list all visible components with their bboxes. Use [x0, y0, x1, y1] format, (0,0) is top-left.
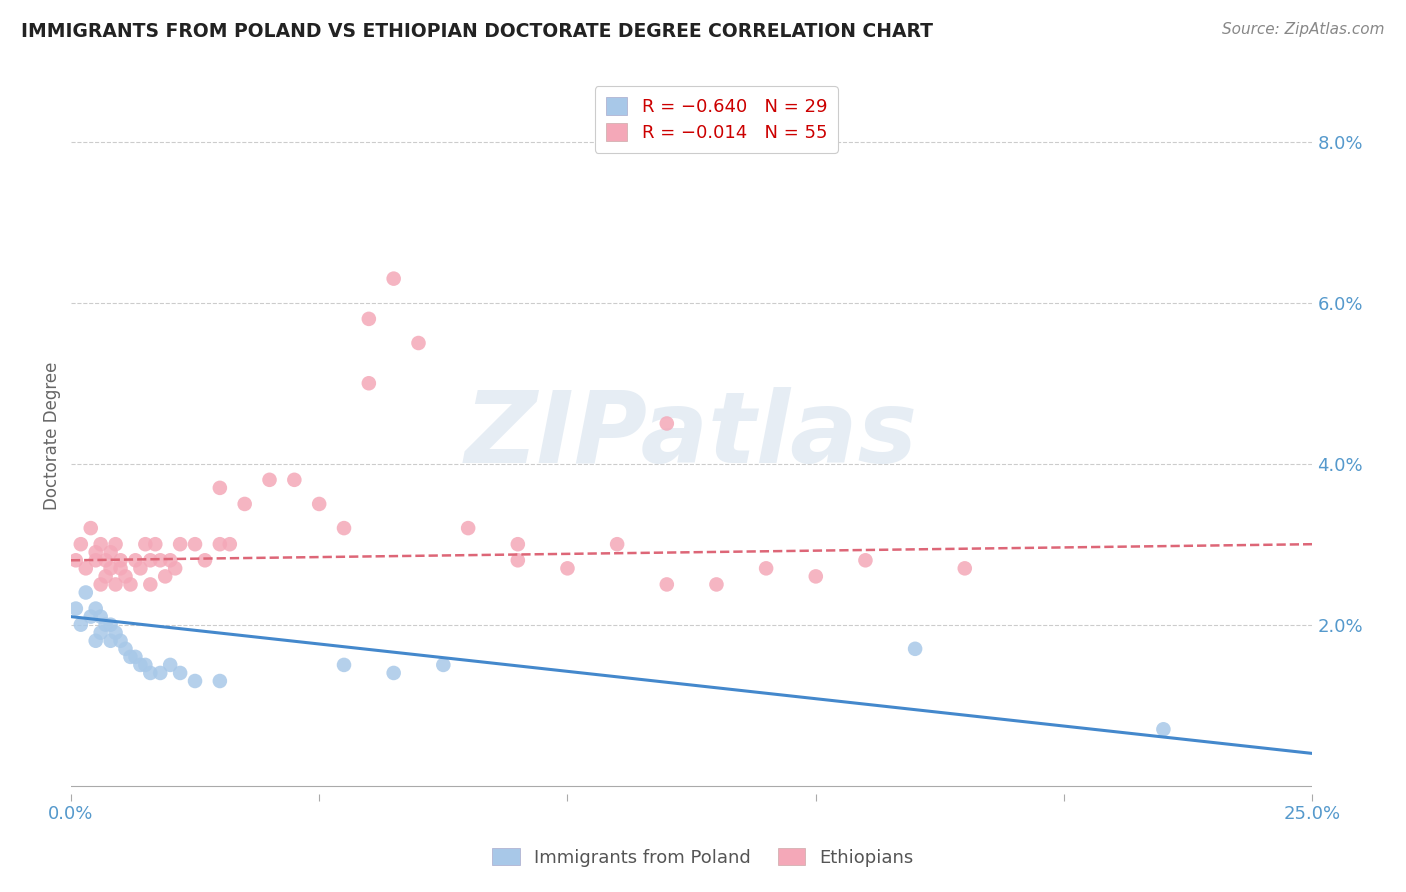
Point [208, 673, 231, 688]
Point [110, 561, 132, 575]
Point [169, 537, 191, 551]
Point [506, 537, 529, 551]
Point [90, 537, 112, 551]
Point [139, 553, 162, 567]
Point [75, 585, 97, 599]
Point [159, 657, 181, 672]
Point [80, 521, 103, 535]
Point [124, 649, 146, 664]
Point [953, 561, 976, 575]
Point [308, 497, 330, 511]
Point [114, 641, 136, 656]
Point [655, 417, 678, 431]
Point [184, 673, 207, 688]
Legend: R = −0.640   N = 29, R = −0.014   N = 55: R = −0.640 N = 29, R = −0.014 N = 55 [595, 87, 838, 153]
Text: ZIPatlas: ZIPatlas [465, 387, 918, 484]
Point [606, 537, 628, 551]
Point [100, 545, 122, 559]
Point [655, 577, 678, 591]
Point [65, 601, 87, 615]
Point [408, 336, 430, 351]
Y-axis label: Doctorate Degree: Doctorate Degree [44, 361, 60, 509]
Point [208, 481, 231, 495]
Point [100, 633, 122, 648]
Point [259, 473, 281, 487]
Point [84, 553, 107, 567]
Point [104, 625, 127, 640]
Point [333, 657, 356, 672]
Point [100, 561, 122, 575]
Text: Source: ZipAtlas.com: Source: ZipAtlas.com [1222, 22, 1385, 37]
Point [110, 553, 132, 567]
Point [100, 617, 122, 632]
Point [90, 609, 112, 624]
Point [84, 633, 107, 648]
Point [382, 271, 405, 285]
Point [432, 657, 454, 672]
Point [104, 577, 127, 591]
Point [855, 553, 877, 567]
Point [184, 537, 207, 551]
Point [134, 537, 156, 551]
Point [69, 617, 91, 632]
Point [65, 553, 87, 567]
Point [706, 577, 728, 591]
Point [80, 609, 103, 624]
Legend: Immigrants from Poland, Ethiopians: Immigrants from Poland, Ethiopians [485, 841, 921, 874]
Point [357, 311, 380, 326]
Point [120, 649, 142, 664]
Point [283, 473, 305, 487]
Point [755, 561, 778, 575]
Point [84, 601, 107, 615]
Point [357, 376, 380, 391]
Point [139, 665, 162, 680]
Point [155, 569, 177, 583]
Point [94, 617, 117, 632]
Point [120, 577, 142, 591]
Point [69, 537, 91, 551]
Point [129, 657, 152, 672]
Point [94, 553, 117, 567]
Point [90, 625, 112, 640]
Point [333, 521, 356, 535]
Point [110, 633, 132, 648]
Point [104, 537, 127, 551]
Text: IMMIGRANTS FROM POLAND VS ETHIOPIAN DOCTORATE DEGREE CORRELATION CHART: IMMIGRANTS FROM POLAND VS ETHIOPIAN DOCT… [21, 22, 934, 41]
Point [165, 561, 187, 575]
Point [804, 569, 827, 583]
Point [90, 577, 112, 591]
Point [143, 537, 166, 551]
Point [114, 569, 136, 583]
Point [382, 665, 405, 680]
Point [194, 553, 217, 567]
Point [75, 561, 97, 575]
Point [233, 497, 256, 511]
Point [1152, 723, 1174, 737]
Point [149, 665, 172, 680]
Point [139, 577, 162, 591]
Point [169, 665, 191, 680]
Point [208, 537, 231, 551]
Point [159, 553, 181, 567]
Point [218, 537, 240, 551]
Point [506, 553, 529, 567]
Point [149, 553, 172, 567]
Point [904, 641, 927, 656]
Point [457, 521, 479, 535]
Point [124, 553, 146, 567]
Point [129, 561, 152, 575]
Point [557, 561, 579, 575]
Point [84, 545, 107, 559]
Point [94, 569, 117, 583]
Point [134, 657, 156, 672]
